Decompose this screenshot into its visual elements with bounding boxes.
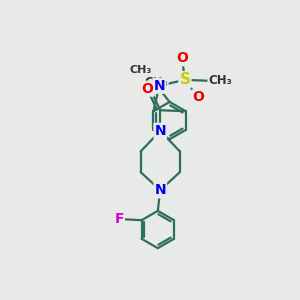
Text: CH₃: CH₃	[208, 74, 232, 87]
Text: O: O	[192, 91, 204, 104]
Text: CH₃: CH₃	[130, 65, 152, 75]
Text: CH₃: CH₃	[144, 76, 168, 89]
Text: N: N	[154, 183, 166, 197]
Text: O: O	[176, 51, 188, 65]
Text: F: F	[114, 212, 124, 226]
Text: S: S	[179, 72, 191, 87]
Text: N: N	[154, 124, 166, 138]
Text: O: O	[142, 82, 153, 96]
Text: N: N	[154, 79, 165, 93]
